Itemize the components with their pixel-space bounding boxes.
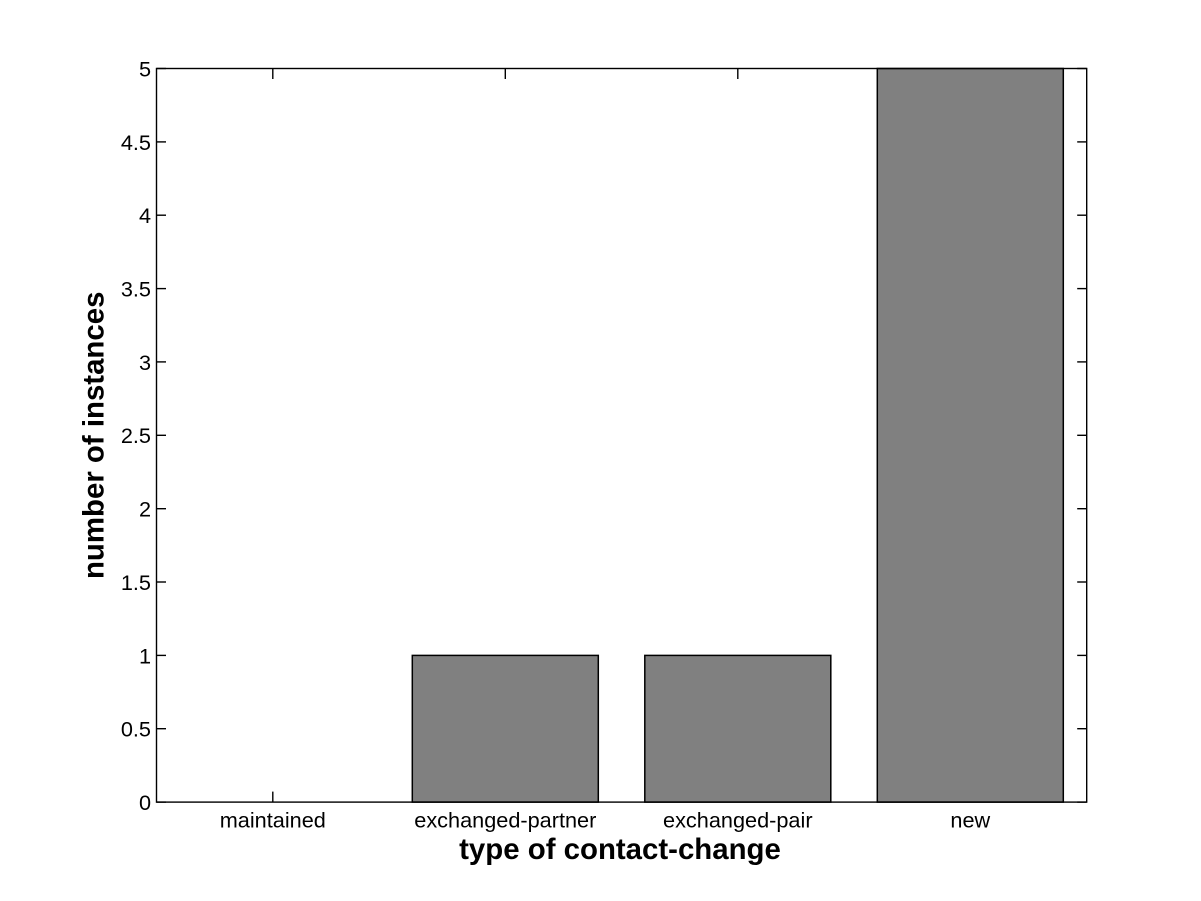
svg-text:number of instances: number of instances: [77, 292, 110, 579]
svg-text:5: 5: [139, 56, 151, 81]
svg-text:type of contact-change: type of contact-change: [459, 833, 781, 866]
svg-text:1.5: 1.5: [121, 570, 151, 595]
svg-text:2: 2: [139, 497, 151, 522]
svg-text:maintained: maintained: [220, 808, 326, 833]
svg-text:3: 3: [139, 350, 151, 375]
svg-text:new: new: [950, 808, 990, 833]
svg-text:1: 1: [139, 643, 151, 668]
svg-text:4.5: 4.5: [121, 130, 151, 155]
svg-text:2.5: 2.5: [121, 423, 151, 448]
svg-text:0.5: 0.5: [121, 717, 151, 742]
svg-text:4: 4: [139, 203, 151, 228]
svg-text:3.5: 3.5: [121, 277, 151, 302]
svg-text:exchanged-pair: exchanged-pair: [663, 808, 813, 833]
svg-text:exchanged-partner: exchanged-partner: [414, 808, 596, 833]
svg-text:0: 0: [139, 790, 151, 815]
